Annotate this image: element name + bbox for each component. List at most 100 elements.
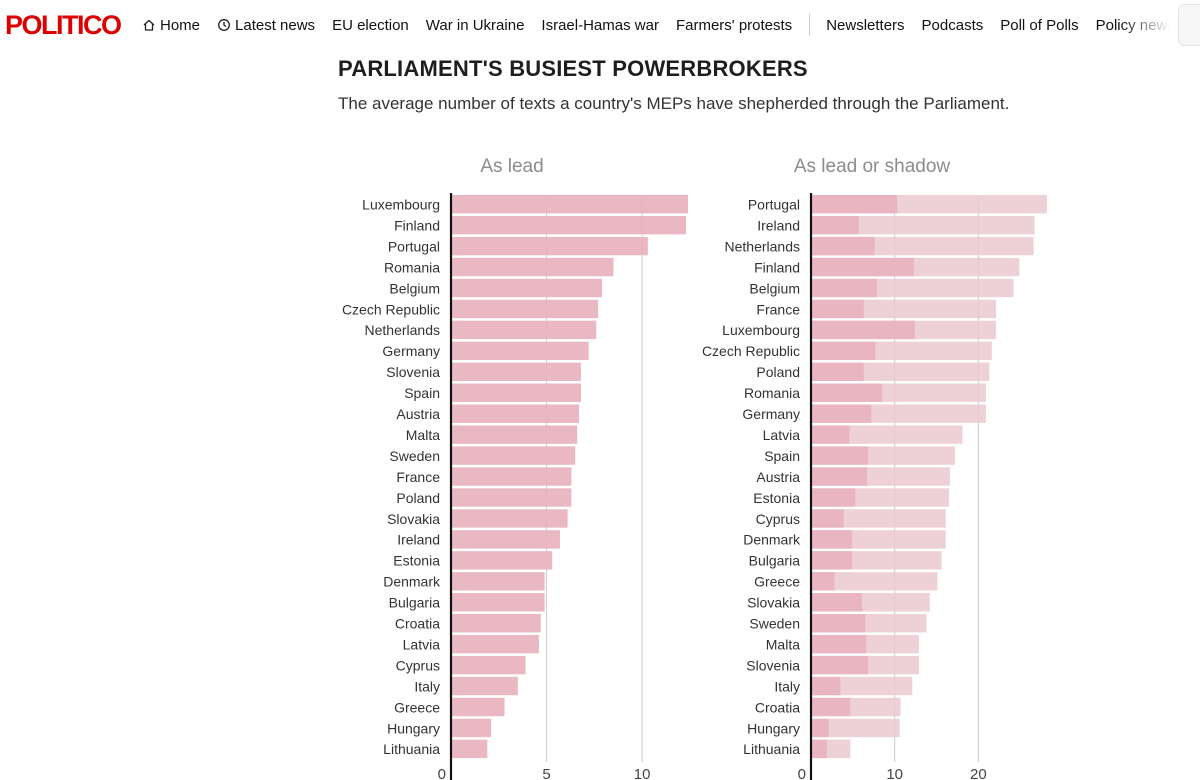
bar-lead (451, 236, 648, 256)
bar-lead (451, 634, 539, 654)
bar-lead (811, 341, 876, 361)
bar-lead (811, 676, 841, 696)
bar-lead (451, 383, 581, 402)
bar-lead (811, 404, 872, 423)
category-label: Ireland (397, 532, 440, 548)
category-label: Estonia (753, 490, 800, 506)
bar-lead (811, 739, 827, 759)
category-label: Germany (382, 343, 440, 359)
category-label: Denmark (743, 532, 801, 548)
bar-lead (811, 614, 866, 633)
category-label: Spain (764, 448, 800, 464)
category-label: Austria (396, 406, 440, 422)
bar-lead (811, 257, 914, 277)
nav-item-newsletters[interactable]: Newsletters (826, 16, 905, 34)
bar-lead (811, 362, 864, 381)
category-label: Malta (406, 427, 440, 443)
category-label: Netherlands (725, 238, 801, 254)
nav-item-home[interactable]: Home (142, 17, 200, 34)
category-label: Greece (754, 574, 800, 590)
home-icon (143, 19, 155, 31)
category-label: Portugal (748, 197, 800, 213)
bar-lead (811, 195, 898, 214)
x-tick-label: 0 (798, 766, 806, 780)
category-label: Estonia (393, 553, 440, 569)
x-tick-label: 10 (886, 766, 903, 780)
bar-lead (451, 215, 687, 235)
category-label: Luxembourg (722, 322, 800, 338)
category-label: Poland (396, 490, 440, 506)
bar-lead (451, 488, 572, 507)
category-label: Lithuania (743, 741, 800, 757)
bar-lead (811, 236, 875, 256)
nav-label: Home (160, 16, 201, 34)
x-tick-label: 20 (970, 766, 987, 780)
nav-item-podcasts[interactable]: Podcasts (921, 16, 984, 34)
bar-lead (451, 299, 599, 319)
category-label: Slovakia (747, 595, 800, 611)
bar-lead (451, 257, 614, 277)
x-tick-label: 5 (542, 766, 550, 780)
x-tick-label: 10 (634, 766, 651, 780)
category-label: Czech Republic (702, 343, 800, 359)
bar-lead (451, 572, 545, 591)
category-label: Luxembourg (362, 197, 440, 213)
bar-lead (811, 634, 867, 654)
category-label: Lithuania (383, 741, 440, 757)
category-label: Croatia (755, 699, 800, 715)
category-label: France (396, 469, 440, 485)
bar-lead (811, 551, 853, 570)
category-label: Poland (756, 364, 800, 380)
bar-lead (451, 362, 581, 381)
bar-lead (451, 446, 576, 465)
bar-lead-or-shadow (811, 215, 1035, 235)
category-label: Hungary (747, 720, 800, 736)
bar-lead (811, 446, 868, 465)
politico-logo[interactable]: POLITICO (5, 10, 122, 40)
category-label: Greece (394, 699, 440, 715)
category-label: Belgium (389, 280, 440, 296)
nav-scroll-button[interactable] (1178, 4, 1200, 46)
bar-lead (451, 551, 553, 570)
category-label: Czech Republic (342, 301, 440, 317)
category-label: France (756, 301, 800, 317)
nav-fade-overlay (1120, 0, 1180, 50)
category-label: Slovenia (386, 364, 440, 380)
category-label: Croatia (395, 616, 440, 632)
bar-lead (451, 655, 526, 675)
bar-lead (811, 467, 868, 486)
bar-lead (451, 530, 560, 549)
bar-lead (451, 614, 541, 633)
bar-lead (451, 404, 580, 423)
nav-divider (809, 14, 811, 36)
bar-lead (451, 320, 597, 340)
bar-lead (811, 488, 856, 507)
category-label: Malta (766, 636, 800, 652)
x-tick-label: 0 (438, 766, 446, 780)
bar-lead (811, 215, 859, 235)
nav-item-israel-hamas-war[interactable]: Israel-Hamas war (541, 16, 659, 34)
nav-item-war-in-ukraine[interactable]: War in Ukraine (425, 16, 525, 34)
bar-lead (811, 320, 915, 340)
bar-lead-or-shadow (811, 718, 900, 738)
bar-lead (451, 467, 572, 486)
bar-lead-or-shadow (811, 572, 938, 591)
bar-lead (811, 278, 878, 298)
category-label: Hungary (387, 720, 440, 736)
category-label: Slovenia (746, 657, 800, 673)
panel-title-lead-or-shadow: As lead or shadow (793, 156, 951, 177)
bar-lead (811, 530, 853, 549)
nav-item-poll-of-polls[interactable]: Poll of Polls (1000, 16, 1079, 34)
nav-item-latest-news[interactable]: Latest news (217, 17, 315, 34)
bar-lead (811, 593, 863, 612)
category-label: Portugal (388, 238, 440, 254)
top-navigation: POLITICO Home Latest news EU election Wa… (0, 0, 1200, 50)
bar-lead (451, 676, 518, 696)
bar-lead (451, 739, 488, 759)
category-label: Germany (742, 406, 800, 422)
category-label: Cyprus (756, 511, 800, 527)
nav-item-eu-election[interactable]: EU election (332, 16, 409, 34)
category-label: Ireland (757, 217, 800, 233)
nav-item-farmers-protests[interactable]: Farmers' protests (675, 16, 793, 34)
